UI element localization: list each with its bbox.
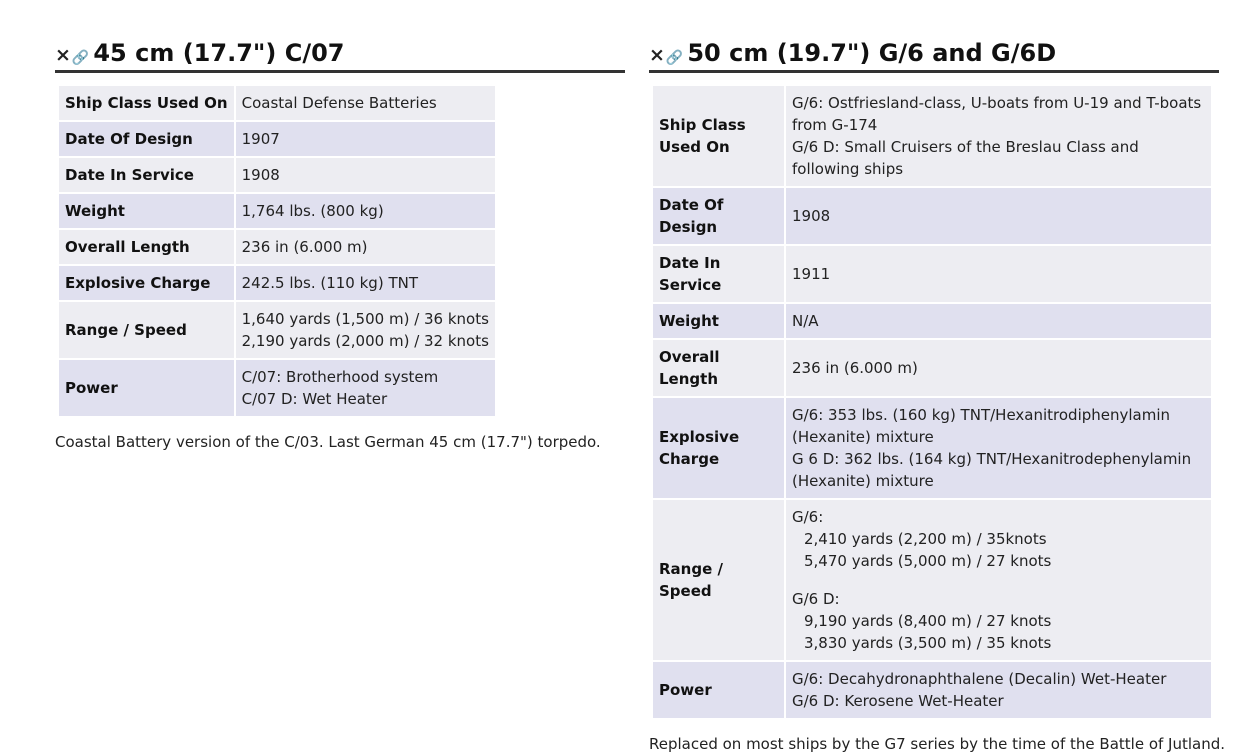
value-line: 1908 (241, 166, 280, 184)
row-value: C/07: Brotherhood system C/07 D: Wet Heat… (235, 360, 495, 416)
row-label: Date Of Design (59, 122, 234, 156)
section-heading: × 🔗 45 cm (17.7") C/07 (55, 32, 625, 73)
row-label: Ship Class Used On (59, 86, 234, 120)
row-value: 1,640 yards (1,500 m) / 36 knots 2,190 ya… (235, 302, 495, 358)
value-line: 1,640 yards (1,500 m) / 36 knots (241, 310, 489, 328)
section-note: Replaced on most ships by the G7 series … (649, 735, 1226, 753)
close-icon[interactable]: × (55, 44, 71, 66)
row-label: Date In Service (653, 246, 784, 302)
section-note: Coastal Battery version of the C/03. Las… (55, 433, 601, 451)
row-value: 1,764 lbs. (800 kg) (235, 194, 495, 228)
row-value: Coastal Defense Batteries (235, 86, 495, 120)
row-label: Power (653, 662, 784, 718)
row-value: N/A (786, 304, 1211, 338)
row-label: Ship Class Used On (653, 86, 784, 186)
link-icon[interactable]: 🔗 (665, 50, 684, 66)
heading-tools: × 🔗 (55, 44, 89, 66)
spec-table: Ship Class Used On Coastal Defense Batter… (57, 84, 497, 418)
table-row: Explosive Charge G/6: 353 lbs. (160 kg) … (653, 398, 1211, 498)
table-row: Overall Length 236 in (6.000 m) (653, 340, 1211, 396)
row-label: Power (59, 360, 234, 416)
value-spacer (792, 572, 1205, 588)
value-line: 2,190 yards (2,000 m) / 32 knots (241, 332, 489, 350)
heading-tools: × 🔗 (649, 44, 683, 66)
row-value: 242.5 lbs. (110 kg) TNT (235, 266, 495, 300)
table-row: Overall Length 236 in (6.000 m) (59, 230, 495, 264)
row-label: Date Of Design (653, 188, 784, 244)
value-line: 236 in (6.000 m) (241, 238, 368, 256)
row-label: Explosive Charge (59, 266, 234, 300)
value-line: 242.5 lbs. (110 kg) TNT (241, 274, 418, 292)
value-line: 2,410 yards (2,200 m) / 35knots (804, 530, 1047, 548)
row-value: 236 in (6.000 m) (235, 230, 495, 264)
row-value: 236 in (6.000 m) (786, 340, 1211, 396)
table-row: Weight 1,764 lbs. (800 kg) (59, 194, 495, 228)
row-label: Weight (653, 304, 784, 338)
value-line: G/6 D: Kerosene Wet-Heater (792, 692, 1004, 710)
value-line: 1907 (241, 130, 280, 148)
row-value: 1908 (235, 158, 495, 192)
table-row: Date Of Design 1908 (653, 188, 1211, 244)
row-value: 1908 (786, 188, 1211, 244)
row-label: Overall Length (59, 230, 234, 264)
table-row: Date In Service 1908 (59, 158, 495, 192)
row-value: G/6: Decahydronaphthalene (Decalin) Wet-… (786, 662, 1211, 718)
value-line: C/07: Brotherhood system (241, 368, 439, 386)
table-row: Weight N/A (653, 304, 1211, 338)
section-title: 50 cm (19.7") G/6 and G/6D (687, 39, 1057, 67)
value-line: G/6: Decahydronaphthalene (Decalin) Wet-… (792, 670, 1167, 688)
table-row: Date Of Design 1907 (59, 122, 495, 156)
table-row: Range / Speed G/6: 2,410 yards (2,200 m)… (653, 500, 1211, 660)
value-line: G/6: Ostfriesland-class, U-boats from U-… (792, 94, 1202, 134)
table-row: Power G/6: Decahydronaphthalene (Decalin… (653, 662, 1211, 718)
value-line: G/6: (792, 508, 824, 526)
row-label: Weight (59, 194, 234, 228)
table-row: Explosive Charge 242.5 lbs. (110 kg) TNT (59, 266, 495, 300)
section-heading: × 🔗 50 cm (19.7") G/6 and G/6D (649, 32, 1219, 73)
value-line: G/6: 353 lbs. (160 kg) TNT/Hexanitrodiph… (792, 406, 1171, 446)
row-value: G/6: Ostfriesland-class, U-boats from U-… (786, 86, 1211, 186)
spec-table: Ship Class Used On G/6: Ostfriesland-cla… (651, 84, 1213, 720)
value-line: Coastal Defense Batteries (241, 94, 437, 112)
torpedo-section-c07: × 🔗 45 cm (17.7") C/07 Ship Class Used O… (55, 32, 625, 451)
table-row: Ship Class Used On G/6: Ostfriesland-cla… (653, 86, 1211, 186)
link-icon[interactable]: 🔗 (71, 50, 90, 66)
table-row: Power C/07: Brotherhood system C/07 D: Wet… (59, 360, 495, 416)
row-value: 1907 (235, 122, 495, 156)
row-value: G/6: 353 lbs. (160 kg) TNT/Hexanitrodiph… (786, 398, 1211, 498)
table-row: Date In Service 1911 (653, 246, 1211, 302)
value-line: 5,470 yards (5,000 m) / 27 knots (804, 552, 1052, 570)
row-value: G/6: 2,410 yards (2,200 m) / 35knots 5,4… (786, 500, 1211, 660)
row-label: Explosive Charge (653, 398, 784, 498)
value-line: G 6 D: 362 lbs. (164 kg) TNT/Hexanitrode… (792, 450, 1192, 490)
value-line: G/6 D: Small Cruisers of the Breslau Cla… (792, 138, 1139, 178)
value-line: G/6 D: (792, 590, 840, 608)
section-title: 45 cm (17.7") C/07 (93, 39, 345, 67)
torpedo-section-g6: × 🔗 50 cm (19.7") G/6 and G/6D Ship Clas… (649, 32, 1226, 753)
row-label: Range / Speed (653, 500, 784, 660)
row-label: Date In Service (59, 158, 234, 192)
value-line: 9,190 yards (8,400 m) / 27 knots (804, 612, 1052, 630)
close-icon[interactable]: × (649, 44, 665, 66)
value-line: 1,764 lbs. (800 kg) (241, 202, 384, 220)
value-line: C/07 D: Wet Heater (241, 390, 388, 408)
table-row: Ship Class Used On Coastal Defense Batter… (59, 86, 495, 120)
table-row: Range / Speed 1,640 yards (1,500 m) / 36 … (59, 302, 495, 358)
row-label: Range / Speed (59, 302, 234, 358)
row-value: 1911 (786, 246, 1211, 302)
row-label: Overall Length (653, 340, 784, 396)
value-line: 3,830 yards (3,500 m) / 35 knots (804, 634, 1052, 652)
